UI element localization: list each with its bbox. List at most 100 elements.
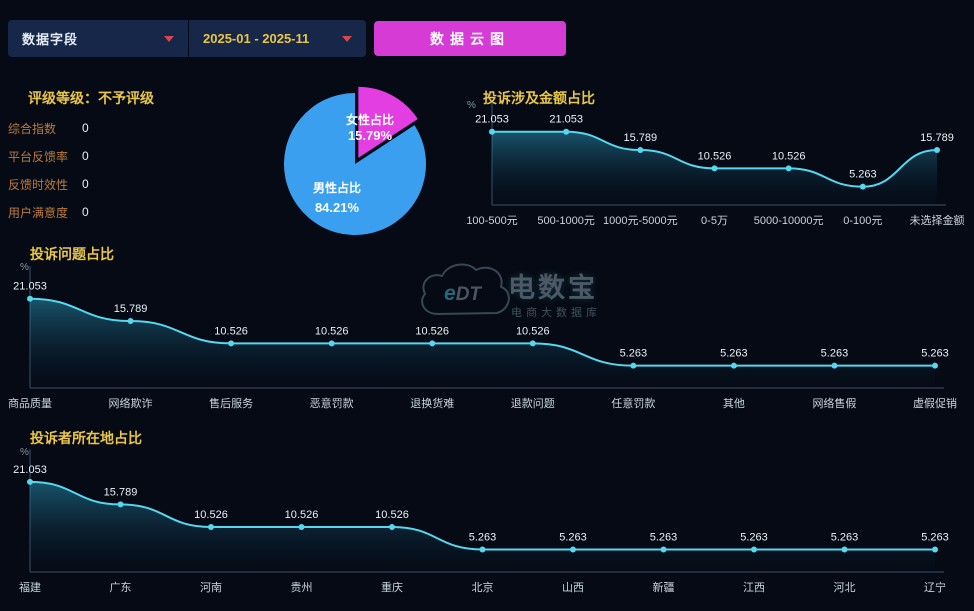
pie-label-female: 女性占比 [345,113,395,127]
toolbar: 数据字段 2025-01 - 2025-11 [8,20,366,57]
data-point [841,546,848,553]
area-fill [30,298,935,388]
data-point [117,501,124,508]
problems-line-chart: 21.053 商品质量 15.789 网络欺诈 10.526 售后服务 10.526 恶意罚款… [8,266,957,410]
category-label: 河南 [200,581,222,594]
category-label: 网络售假 [812,396,856,410]
category-label: 任意罚款 [611,396,655,410]
value-label: 21.053 [475,114,509,126]
date-range-dropdown-label: 2025-01 - 2025-11 [203,31,310,46]
category-label: 其他 [723,397,745,410]
amount-line-chart: 21.053 100-500元 21.053 500-1000元 15.789 1000元… [466,102,965,227]
data-point [328,340,335,347]
value-label: 15.789 [920,132,954,144]
line-series [29,297,936,367]
rating-panel-title: 评级等级：不予评级 [28,90,154,106]
rating-metrics: 综合指数 0 平台反馈率 0 反馈时效性 0 用户满意度 0 [8,114,258,226]
pie-label-male: 男性占比 [312,181,362,195]
date-range-dropdown[interactable]: 2025-01 - 2025-11 [189,20,366,57]
data-point [932,546,938,553]
line-series [29,480,936,551]
value-label: 10.526 [698,150,732,162]
category-label: 贵州 [291,581,313,594]
data-point [711,165,718,172]
area-fill [30,481,935,572]
locations-chart-block: 投诉者所在地占比 % 21.053 福建 15.789 广东 10.526 河南 10.52… [8,424,966,610]
value-label: 15.789 [114,303,148,315]
data-point [934,147,940,154]
data-point [27,478,33,485]
problems-chart-y-unit: % [20,262,29,273]
value-label: 5.263 [720,348,748,360]
category-label: 恶意罚款 [310,396,354,410]
category-label: 5000-10000元 [754,215,824,227]
value-label: 15.789 [104,486,138,498]
locations-chart-y-unit: % [20,447,29,458]
pie-percent-male: 84.21% [314,200,360,215]
category-label: 0-100元 [843,215,882,227]
category-label: 河北 [834,581,856,594]
value-label: 5.263 [821,348,849,360]
chevron-down-icon [342,35,352,42]
metric-row: 平台反馈率 0 [8,142,258,170]
amount-chart-block: 投诉涉及金额占比 % 21.053 100-500元 21.053 500-1000元… [460,84,974,238]
data-cloud-button[interactable]: 数据云图 [374,21,566,56]
value-label: 15.789 [624,132,658,144]
value-label: 10.526 [285,509,319,521]
data-point [529,340,536,347]
value-label: 10.526 [516,325,550,337]
data-point [489,128,495,135]
metric-value: 0 [82,149,89,163]
locations-line-chart: 21.053 福建 15.789 广东 10.526 河南 10.526 贵州 10.526 重庆… [13,449,949,594]
metric-label: 综合指数 [8,121,57,136]
metric-label: 平台反馈率 [8,149,69,164]
value-label: 10.526 [415,325,449,337]
category-label: 未选择金额 [910,213,965,227]
category-label: 商品质量 [8,396,52,410]
data-point [127,318,134,325]
value-label: 5.263 [921,348,949,360]
value-label: 5.263 [620,348,648,360]
data-point [730,362,737,369]
value-label: 5.263 [559,531,587,543]
metric-value: 0 [82,205,89,219]
data-point [228,340,235,347]
data-point [751,546,757,553]
amount-chart-title: 投诉涉及金额占比 [483,90,595,106]
value-label: 21.053 [549,114,583,126]
pie-percent-female: 15.79% [347,128,393,143]
problems-chart-block: 投诉问题占比 % 21.053 商品质量 15.789 网络欺诈 10.526 售后服务 1… [8,240,966,418]
data-point [298,523,305,530]
data-field-dropdown[interactable]: 数据字段 [8,20,188,57]
chevron-down-icon [164,35,174,42]
value-label: 10.526 [315,325,349,337]
value-label: 5.263 [849,169,877,181]
data-point [27,295,33,302]
pie-slice-female [358,86,418,158]
data-point [660,546,667,553]
data-point [630,362,637,369]
category-label: 江西 [743,581,765,594]
data-field-dropdown-label: 数据字段 [22,32,79,47]
value-label: 5.263 [740,531,768,543]
data-point [479,546,486,553]
category-label: 广东 [110,581,132,594]
metric-label: 用户满意度 [8,205,69,220]
value-label: 10.526 [772,150,806,162]
data-point [389,523,395,530]
value-label: 5.263 [469,531,497,543]
category-label: 网络欺诈 [109,396,153,410]
data-point [208,523,214,530]
value-label: 21.053 [13,464,47,476]
data-point [932,362,938,369]
value-label: 5.263 [831,531,859,543]
category-label: 100-500元 [466,215,517,227]
category-label: 退款问题 [511,396,555,410]
data-point [563,128,570,135]
metric-label: 反馈时效性 [8,177,69,192]
category-label: 新疆 [653,580,675,594]
gender-pie-chart: 女性占比 15.79% 男性占比 84.21% [275,82,440,247]
category-label: 福建 [19,580,41,594]
data-point [570,546,576,553]
category-label: 虚假促销 [913,396,957,410]
